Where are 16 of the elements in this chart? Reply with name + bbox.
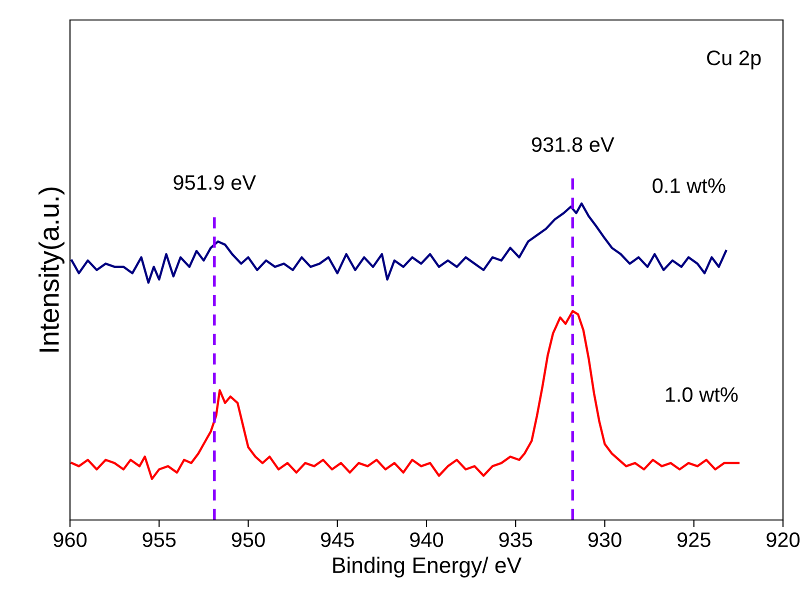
- x-axis-title: Binding Energy/ eV: [333, 556, 522, 578]
- text: 1.0 wt%: [666, 387, 738, 402]
- ref-line-label: 931.8 eV: [532, 137, 614, 152]
- x-tick-label: 925: [677, 532, 710, 548]
- text: 0.1 wt%: [652, 178, 726, 194]
- text: Cu 2p: [707, 50, 761, 70]
- x-tick-label: 945: [320, 532, 354, 548]
- x-tick-label: 950: [232, 532, 265, 548]
- y-axis-title: Intensity(a.u.): [38, 188, 64, 352]
- x-tick-label: 920: [766, 532, 800, 548]
- x-tick-label: 940: [410, 532, 444, 548]
- x-tick-label: 930: [588, 532, 622, 548]
- x-tick-label: 955: [142, 532, 176, 548]
- x-tick-label: 935: [499, 532, 532, 548]
- x-tick-label: 960: [54, 532, 87, 548]
- ref-line-label: 951.9 eV: [174, 175, 256, 190]
